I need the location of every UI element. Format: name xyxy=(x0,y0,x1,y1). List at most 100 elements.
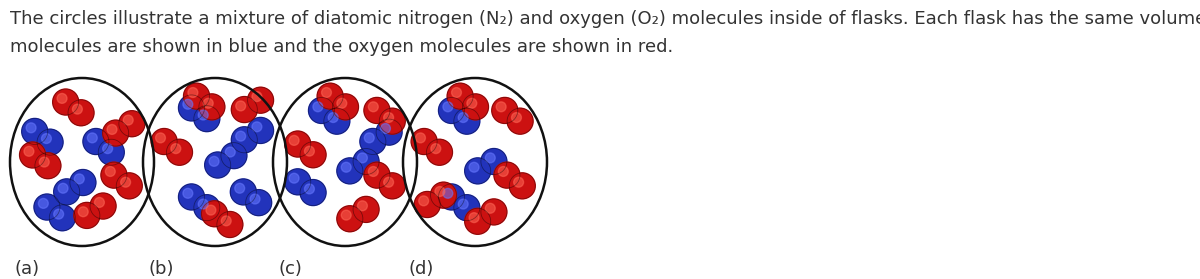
Circle shape xyxy=(337,158,362,184)
Circle shape xyxy=(74,174,84,184)
Circle shape xyxy=(235,131,246,141)
Circle shape xyxy=(194,106,220,132)
Circle shape xyxy=(247,117,274,143)
Circle shape xyxy=(364,162,390,188)
Circle shape xyxy=(496,102,506,112)
Circle shape xyxy=(332,94,359,120)
Circle shape xyxy=(198,199,208,209)
Text: (c): (c) xyxy=(278,260,302,278)
Circle shape xyxy=(250,194,260,204)
Circle shape xyxy=(26,123,36,133)
Circle shape xyxy=(103,120,128,146)
Circle shape xyxy=(313,102,323,112)
Circle shape xyxy=(414,191,440,217)
Circle shape xyxy=(74,202,100,229)
Circle shape xyxy=(42,134,52,143)
Circle shape xyxy=(206,205,216,215)
Circle shape xyxy=(485,203,496,213)
Circle shape xyxy=(68,100,94,126)
Circle shape xyxy=(182,99,193,109)
Circle shape xyxy=(368,167,378,176)
Circle shape xyxy=(412,129,437,155)
Circle shape xyxy=(179,184,204,210)
Circle shape xyxy=(209,157,218,166)
Circle shape xyxy=(448,83,473,109)
Circle shape xyxy=(247,87,274,113)
Circle shape xyxy=(469,213,479,223)
Circle shape xyxy=(464,208,491,234)
Circle shape xyxy=(246,190,271,216)
Circle shape xyxy=(232,97,257,122)
Circle shape xyxy=(494,162,520,188)
Circle shape xyxy=(217,211,242,237)
Circle shape xyxy=(324,108,350,134)
Circle shape xyxy=(379,108,406,134)
Circle shape xyxy=(235,101,246,111)
Circle shape xyxy=(337,98,347,108)
Circle shape xyxy=(481,199,506,225)
Circle shape xyxy=(49,205,76,231)
Circle shape xyxy=(198,110,208,120)
Circle shape xyxy=(107,124,116,134)
Circle shape xyxy=(151,129,178,155)
Circle shape xyxy=(469,162,479,172)
Ellipse shape xyxy=(10,78,154,246)
Circle shape xyxy=(284,131,311,157)
Circle shape xyxy=(329,113,338,122)
Ellipse shape xyxy=(403,78,547,246)
Circle shape xyxy=(58,93,67,103)
Circle shape xyxy=(508,108,533,134)
Circle shape xyxy=(462,94,488,120)
Circle shape xyxy=(426,139,452,165)
Circle shape xyxy=(289,135,299,145)
Circle shape xyxy=(305,146,314,156)
Circle shape xyxy=(317,83,343,109)
Circle shape xyxy=(194,195,220,221)
Circle shape xyxy=(252,92,262,102)
Ellipse shape xyxy=(143,78,287,246)
Circle shape xyxy=(485,153,496,163)
Circle shape xyxy=(322,88,331,97)
Circle shape xyxy=(252,122,262,132)
Circle shape xyxy=(203,98,214,108)
Circle shape xyxy=(38,198,48,208)
Circle shape xyxy=(78,207,88,217)
Circle shape xyxy=(101,162,127,188)
Circle shape xyxy=(481,148,506,175)
Circle shape xyxy=(170,144,181,153)
Circle shape xyxy=(205,152,230,178)
Circle shape xyxy=(184,83,210,109)
Circle shape xyxy=(226,147,235,157)
Circle shape xyxy=(235,183,245,193)
Circle shape xyxy=(232,127,257,153)
Circle shape xyxy=(458,199,468,209)
Text: (b): (b) xyxy=(148,260,174,278)
Circle shape xyxy=(454,108,480,134)
Text: The circles illustrate a mixture of diatomic nitrogen (N₂) and oxygen (O₂) molec: The circles illustrate a mixture of diat… xyxy=(10,10,1200,28)
Circle shape xyxy=(37,129,64,155)
Circle shape xyxy=(492,97,517,123)
Circle shape xyxy=(98,139,125,165)
Circle shape xyxy=(451,88,462,97)
Circle shape xyxy=(467,98,476,108)
Text: (d): (d) xyxy=(408,260,433,278)
Circle shape xyxy=(438,97,464,123)
Circle shape xyxy=(358,153,367,163)
Circle shape xyxy=(179,95,204,121)
Circle shape xyxy=(511,113,522,122)
Circle shape xyxy=(300,142,326,168)
Circle shape xyxy=(376,119,402,145)
Circle shape xyxy=(284,169,311,195)
Circle shape xyxy=(353,196,379,222)
Circle shape xyxy=(40,157,49,167)
Circle shape xyxy=(88,133,97,143)
Circle shape xyxy=(434,187,445,196)
Circle shape xyxy=(54,179,79,205)
Circle shape xyxy=(454,195,480,221)
Text: molecules are shown in blue and the oxygen molecules are shown in red.: molecules are shown in blue and the oxyg… xyxy=(10,38,673,56)
Circle shape xyxy=(368,102,378,112)
Text: (a): (a) xyxy=(14,260,40,278)
Circle shape xyxy=(54,209,64,219)
Circle shape xyxy=(384,177,394,187)
Circle shape xyxy=(341,162,352,172)
